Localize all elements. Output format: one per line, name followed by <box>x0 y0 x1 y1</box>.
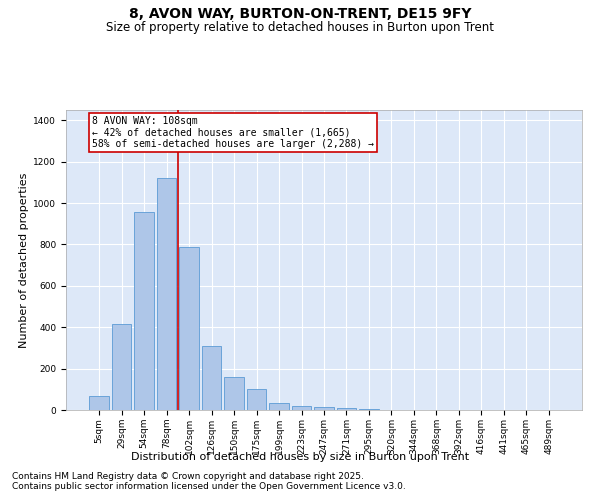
Bar <box>134 212 154 410</box>
Text: Size of property relative to detached houses in Burton upon Trent: Size of property relative to detached ho… <box>106 21 494 34</box>
Text: Contains public sector information licensed under the Open Government Licence v3: Contains public sector information licen… <box>12 482 406 491</box>
Bar <box>157 178 176 410</box>
Bar <box>224 377 244 410</box>
Bar <box>292 406 311 410</box>
Bar <box>359 409 379 410</box>
Bar <box>89 396 109 410</box>
Bar <box>337 408 356 410</box>
Bar <box>269 403 289 410</box>
Bar <box>314 407 334 410</box>
Text: Contains HM Land Registry data © Crown copyright and database right 2025.: Contains HM Land Registry data © Crown c… <box>12 472 364 481</box>
Text: Distribution of detached houses by size in Burton upon Trent: Distribution of detached houses by size … <box>131 452 469 462</box>
Bar <box>247 390 266 410</box>
Bar <box>179 246 199 410</box>
Text: 8, AVON WAY, BURTON-ON-TRENT, DE15 9FY: 8, AVON WAY, BURTON-ON-TRENT, DE15 9FY <box>129 8 471 22</box>
Y-axis label: Number of detached properties: Number of detached properties <box>19 172 29 348</box>
Bar <box>202 346 221 410</box>
Bar <box>112 324 131 410</box>
Text: 8 AVON WAY: 108sqm
← 42% of detached houses are smaller (1,665)
58% of semi-deta: 8 AVON WAY: 108sqm ← 42% of detached hou… <box>92 116 374 150</box>
